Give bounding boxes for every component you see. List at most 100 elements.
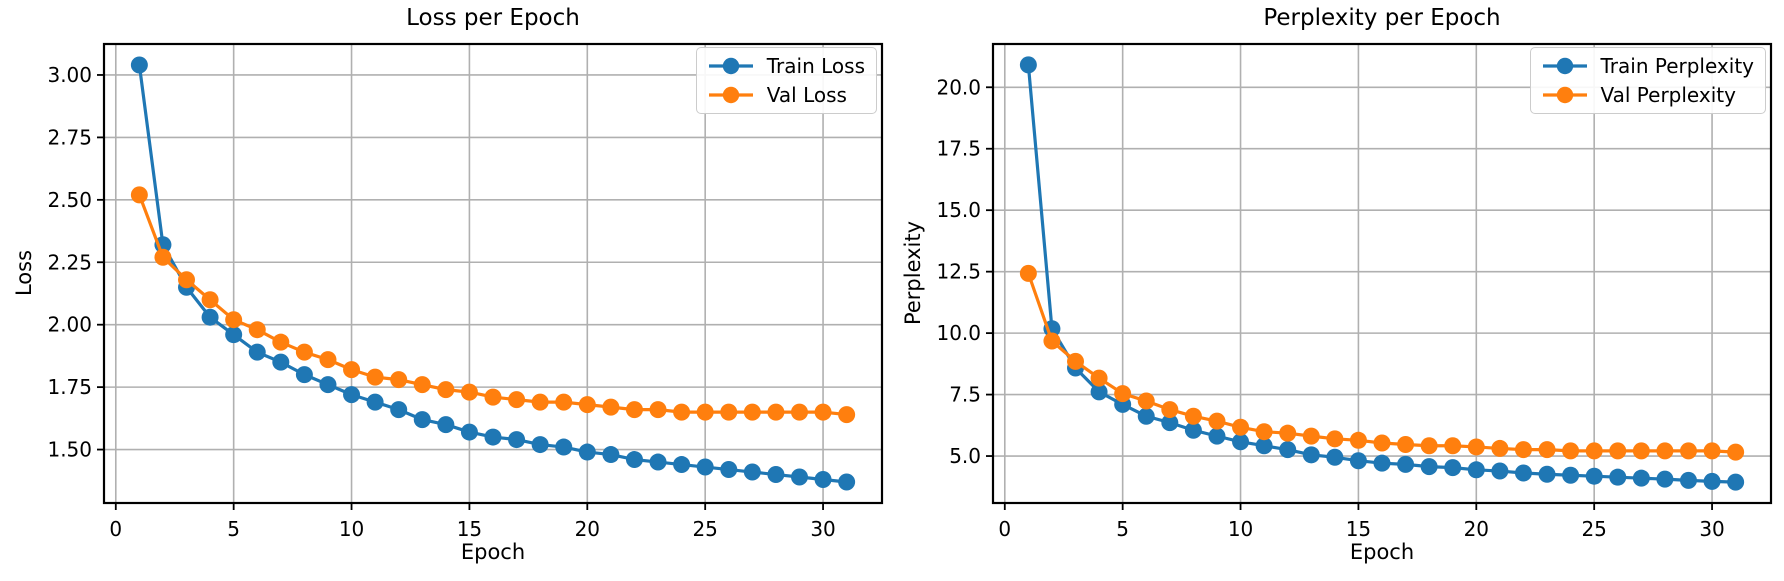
y-tick-label: 2.00 [47,313,92,337]
train-loss-marker [578,443,596,461]
val-loss-marker [319,351,337,369]
val-loss-marker [767,403,785,421]
train-loss-marker [484,428,502,446]
x-tick-label: 15 [457,517,482,541]
train-loss-marker [366,393,384,411]
val-loss-series [130,186,856,424]
y-tick-label: 5.0 [949,444,981,468]
val-perplexity-marker [1137,392,1155,410]
train-perplexity-marker [1232,433,1250,451]
train-loss-marker [413,411,431,429]
val-loss-marker [225,311,243,329]
val-perplexity-marker [1232,418,1250,436]
y-tick-label: 15.0 [936,198,981,222]
val-perplexity-marker [1514,441,1532,459]
legend-item-train-loss: Train Loss [706,54,865,78]
train-perplexity-marker [1585,467,1603,485]
x-tick-label: 5 [1116,517,1129,541]
train-perplexity-marker [1279,441,1297,459]
x-tick-label: 30 [810,517,835,541]
val-perplexity-marker [1208,412,1226,430]
val-perplexity-line [1026,271,1738,454]
train-perplexity-marker [1208,427,1226,445]
train-loss-marker [720,461,738,479]
val-loss-marker [838,406,856,424]
val-perplexity-marker [1373,434,1391,452]
val-loss-marker [201,291,219,309]
train-perplexity-marker [1019,56,1037,74]
train-loss-marker [390,401,408,419]
train-perplexity-marker [1656,470,1674,488]
axis-ticks [97,74,824,510]
y-tick-label: 10.0 [936,321,981,345]
legend-label-val-loss: Val Loss [766,83,847,107]
train-perplexity-marker [1137,407,1155,425]
val-perplexity-marker [1420,437,1438,455]
val-perplexity-marker [1585,442,1603,460]
legend-item-val-perplexity: Val Perplexity [1540,83,1755,107]
train-perplexity-marker [1397,455,1415,473]
legend-label-train-perplexity: Train Perplexity [1600,54,1755,78]
train-loss-marker [508,431,526,449]
val-loss-line [137,193,849,417]
val-perplexity-marker [1538,441,1556,459]
train-loss-marker [130,56,148,74]
val-perplexity-marker [1397,435,1415,453]
train-perplexity-marker [1326,448,1344,466]
val-loss-marker [625,401,643,419]
train-loss-marker [248,343,266,361]
train-loss-marker [696,458,714,476]
val-perplexity-series [1019,264,1745,461]
val-perplexity-marker [1090,369,1108,387]
x-tick-label: 25 [692,517,717,541]
val-perplexity-marker [1279,424,1297,442]
val-loss-marker [673,403,691,421]
line-marker-icon [708,57,753,75]
train-perplexity-marker [1349,452,1367,470]
val-perplexity-marker [1444,437,1462,455]
val-loss-marker [390,371,408,389]
val-loss-marker [578,396,596,414]
val-loss-marker [484,388,502,406]
x-tick-label: 20 [1464,517,1489,541]
val-perplexity-marker [1491,439,1509,457]
val-perplexity-marker [1067,352,1085,370]
plot-frame [991,42,1773,505]
train-loss-marker [225,326,243,344]
val-loss-marker [343,361,361,379]
val-loss-marker [531,393,549,411]
val-perplexity-marker [1467,438,1485,456]
val-perplexity-marker [1326,430,1344,448]
legend-label-train-loss: Train Loss [766,54,865,78]
train-loss-marker [649,453,667,471]
val-perplexity-marker [1562,442,1580,460]
axis-ticks [986,86,1713,510]
train-loss-marker [790,468,808,486]
train-loss-marker [343,386,361,404]
x-tick-label: 20 [575,517,600,541]
legend-item-train-perplexity: Train Perplexity [1540,54,1755,78]
val-loss-marker [720,403,738,421]
train-perplexity-marker [1632,469,1650,487]
train-loss-marker [531,436,549,454]
val-loss-marker [154,248,172,266]
y-tick-label: 2.50 [47,188,92,212]
val-perplexity-marker [1703,442,1721,460]
line-marker-icon [1542,86,1587,104]
train-loss-marker [555,438,573,456]
y-tick-label: 17.5 [936,137,981,161]
train-perplexity-marker [1609,468,1627,486]
train-perplexity-marker [1420,458,1438,476]
x-tick-label: 25 [1581,517,1606,541]
train-loss-marker [272,353,290,371]
perplexity-chart-title: Perplexity per Epoch [1263,5,1501,31]
val-loss-marker [460,383,478,401]
val-loss-marker [295,343,313,361]
train-perplexity-marker [1090,383,1108,401]
val-loss-marker [814,403,832,421]
val-loss-marker [130,186,148,204]
val-loss-marker [248,321,266,339]
x-tick-label: 5 [227,517,240,541]
val-perplexity-marker [1679,442,1697,460]
